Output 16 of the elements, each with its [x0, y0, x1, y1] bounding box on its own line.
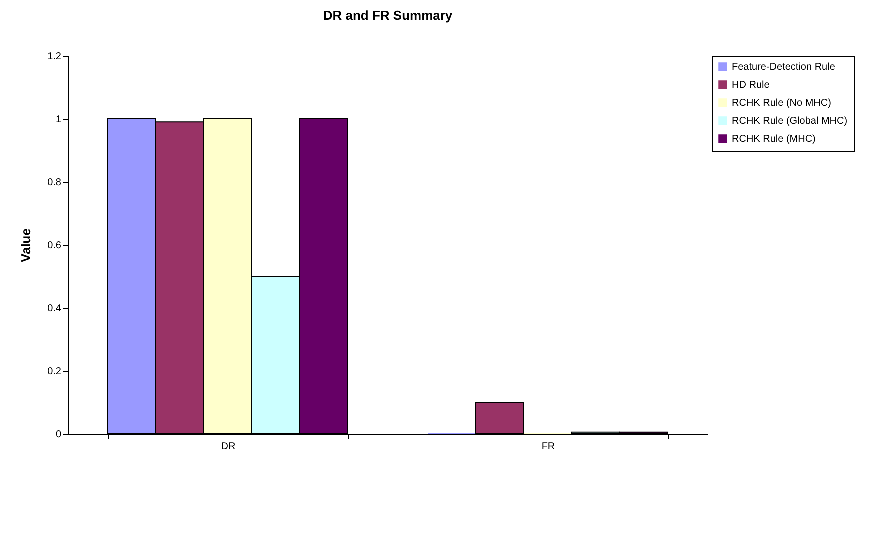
legend-label: Feature-Detection Rule — [732, 62, 836, 73]
y-tick-label: 0.4 — [48, 304, 62, 314]
x-tick-label: FR — [542, 442, 556, 452]
legend-label: RCHK Rule (MHC) — [732, 134, 816, 145]
y-tick-label: 0.8 — [48, 178, 62, 188]
x-tick-label: DR — [221, 442, 236, 452]
y-tick-label: 0.6 — [48, 240, 62, 252]
y-tick-label: 0.2 — [48, 366, 62, 378]
y-tick-label: 1 — [56, 114, 62, 126]
y-tick-label: 0 — [56, 430, 62, 440]
legend-label: HD Rule — [732, 80, 770, 91]
legend-label: RCHK Rule (Global MHC) — [732, 116, 848, 127]
y-axis-title: Value — [18, 228, 34, 262]
chart-title: DR and FR Summary — [323, 8, 454, 23]
legend-label: RCHK Rule (No MHC) — [732, 98, 832, 109]
y-tick-label: 1.2 — [48, 52, 62, 62]
